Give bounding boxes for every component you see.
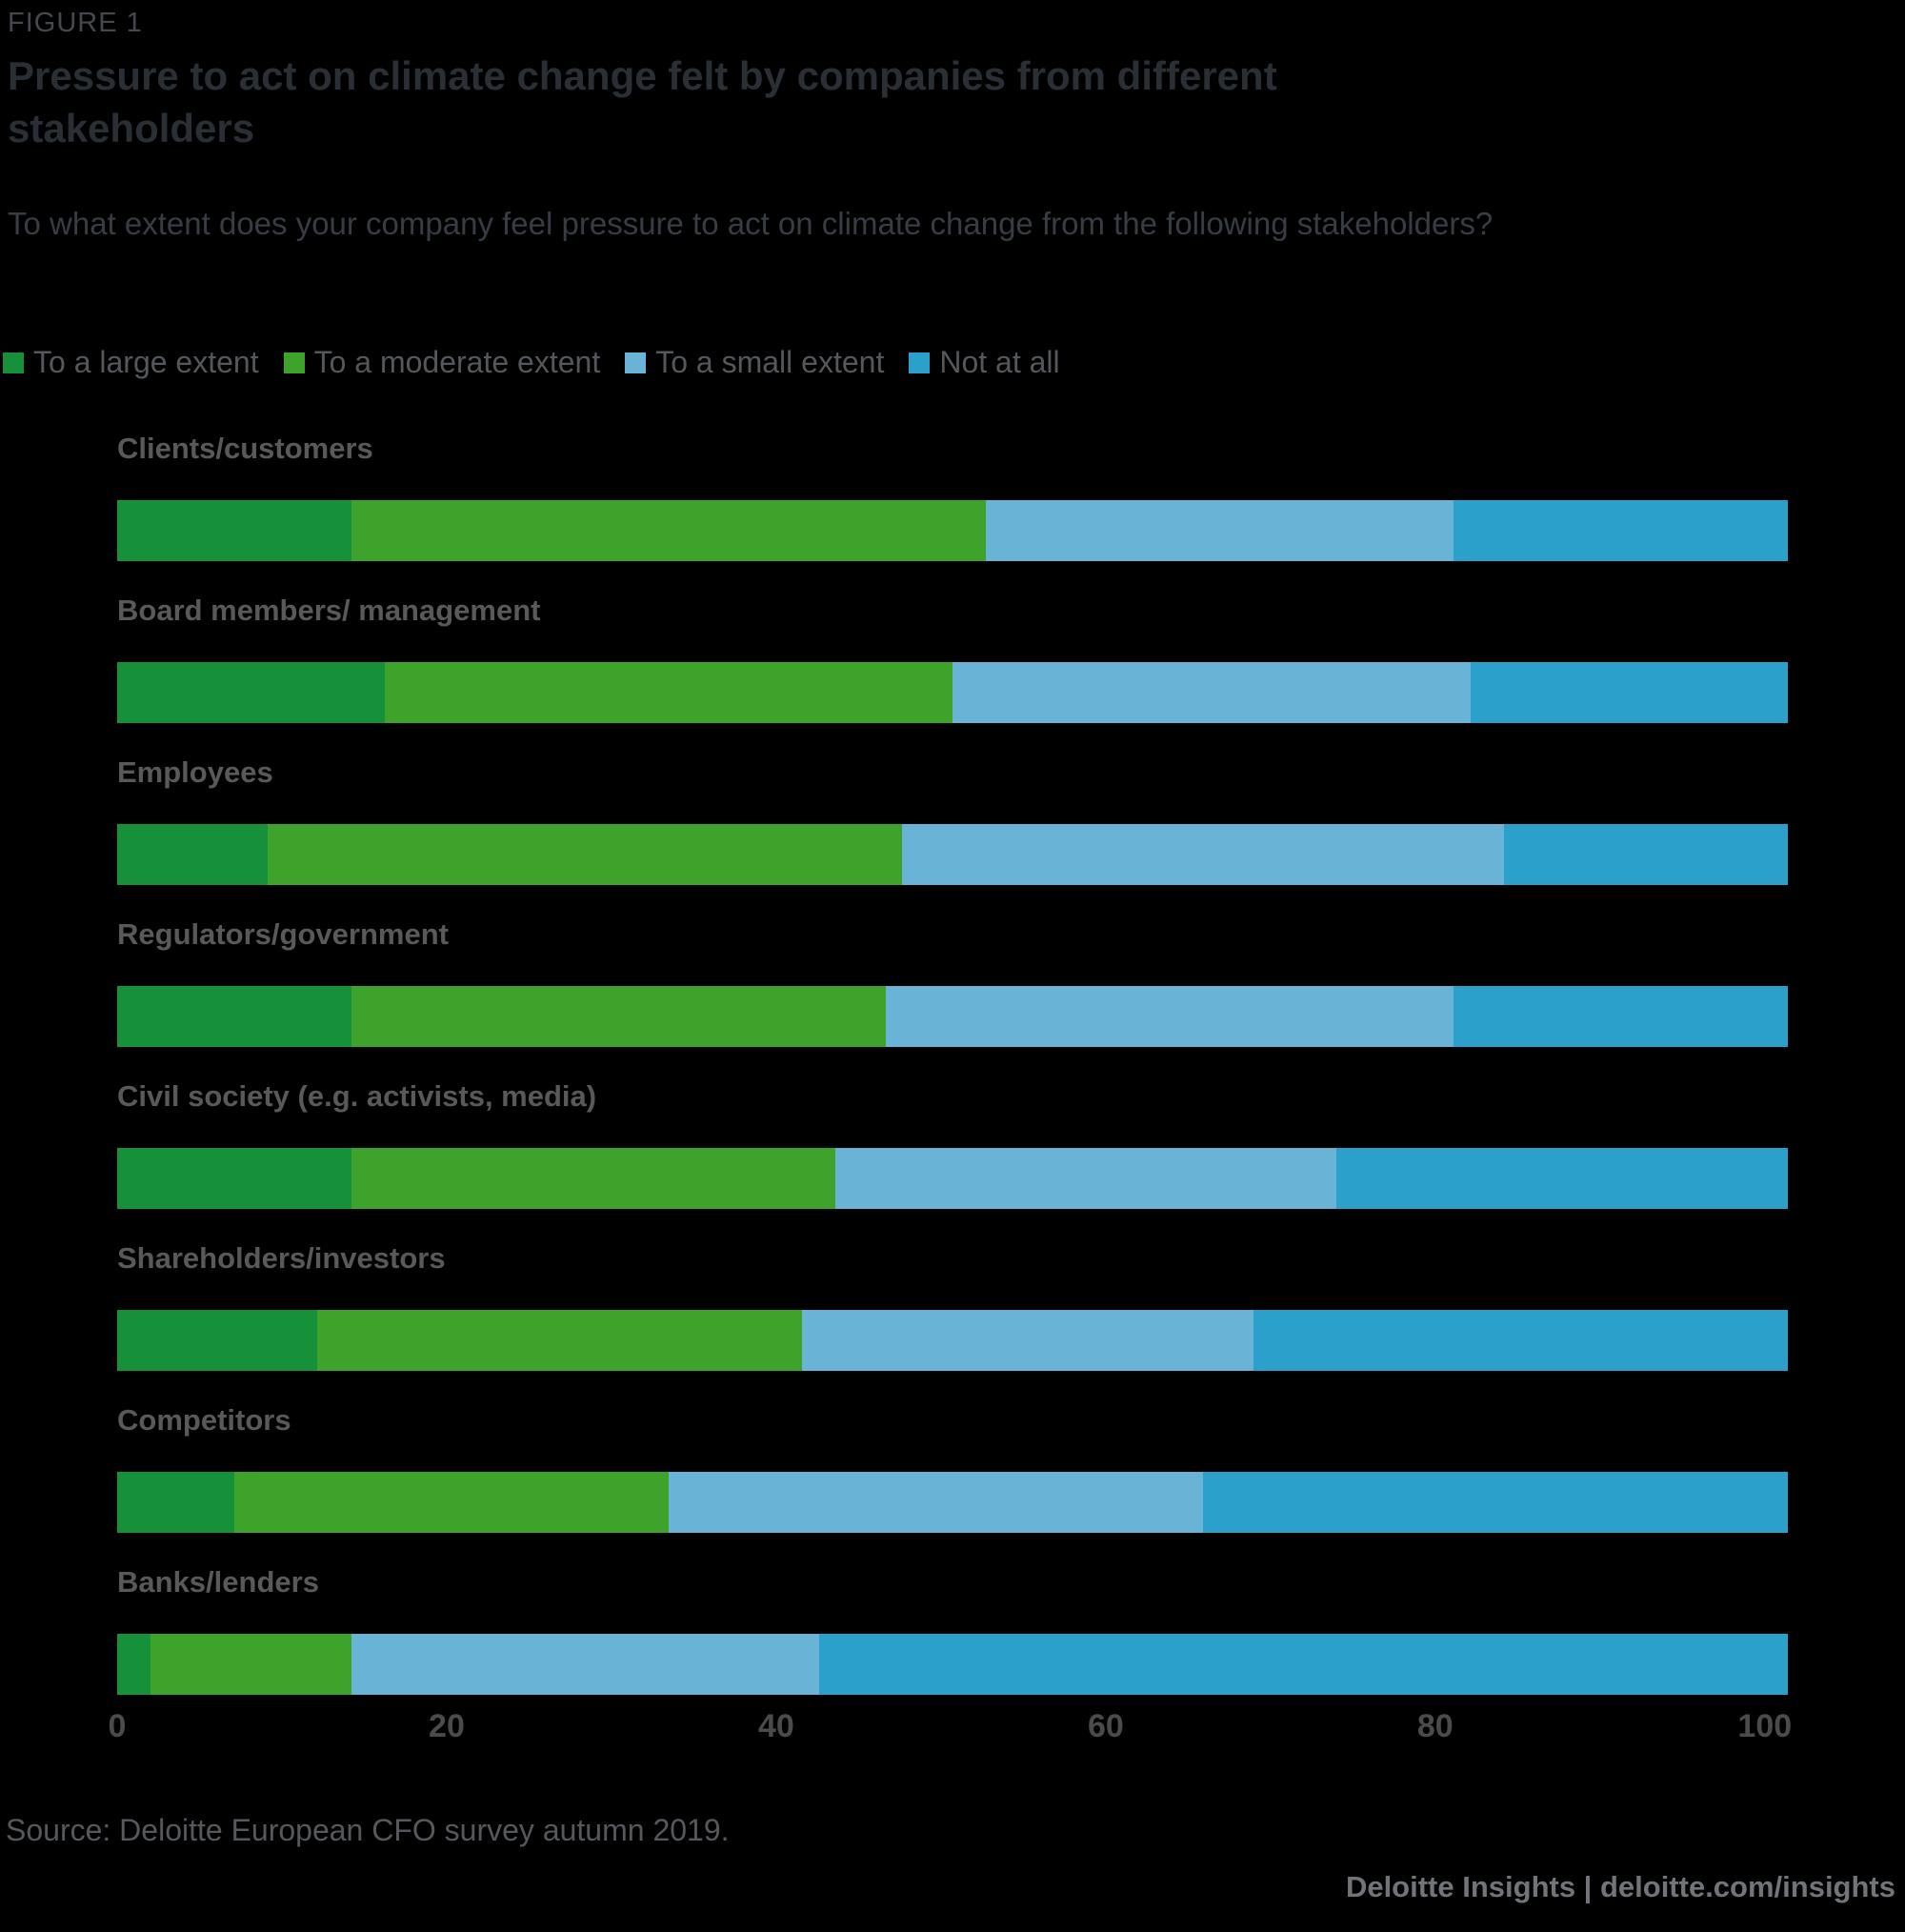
bar-segment [835, 1148, 1337, 1209]
bar-segment [351, 1634, 819, 1695]
row-label: Civil society (e.g. activists, media) [117, 1079, 597, 1113]
axis-tick-label: 80 [1416, 1708, 1454, 1744]
stacked-bar [117, 662, 1788, 723]
legend-item-label: Not at all [939, 345, 1060, 379]
chart-row: Shareholders/investors [117, 1234, 1788, 1396]
bar-segment [1503, 824, 1788, 885]
bar-segment [668, 1472, 1204, 1533]
bar-segment [117, 1472, 234, 1533]
row-label: Clients/customers [117, 432, 373, 465]
bar-segment [1253, 1310, 1788, 1371]
axis-tick-label: 40 [757, 1708, 794, 1744]
chart-row: Civil society (e.g. activists, media) [117, 1072, 1788, 1234]
chart-area: Clients/customers Board members/ manageme… [117, 424, 1788, 1720]
bar-segment [267, 824, 903, 885]
legend-item-1: To a moderate extent [283, 345, 601, 380]
legend-swatch-icon [909, 352, 931, 373]
bar-segment [802, 1310, 1253, 1371]
axis-tick-label: 60 [1087, 1708, 1124, 1744]
chart-title: Pressure to act on climate change felt b… [8, 53, 1277, 151]
x-axis: 0 20 40 60 80 100 [109, 1708, 1793, 1756]
legend-item-2: To a small extent [625, 345, 884, 380]
bar-segment [317, 1310, 803, 1371]
stacked-bar [117, 824, 1788, 885]
figure-number-label: FIGURE 1 [8, 8, 143, 38]
legend-item-3: Not at all [909, 345, 1060, 380]
bar-segment [117, 986, 351, 1047]
row-label: Banks/lenders [117, 1565, 319, 1599]
bar-segment [952, 662, 1471, 723]
chart-row: Employees [117, 748, 1788, 910]
chart-row: Board members/ management [117, 586, 1788, 748]
bar-segment [885, 986, 1454, 1047]
row-label: Board members/ management [117, 594, 541, 627]
bar-segment [384, 662, 952, 723]
source-note: Source: Deloitte European CFO survey aut… [6, 1813, 730, 1847]
bar-segment [233, 1472, 669, 1533]
legend-swatch-icon [283, 352, 305, 373]
bar-segment [1454, 500, 1788, 561]
bar-segment [117, 662, 385, 723]
bar-segment [117, 824, 268, 885]
stacked-bar [117, 986, 1788, 1047]
bar-segment [1470, 662, 1788, 723]
bar-segment [351, 500, 987, 561]
legend-swatch-icon [625, 352, 647, 373]
legend-item-0: To a large extent [3, 345, 259, 380]
bar-segment [117, 1634, 151, 1695]
deloitte-insights-credit: Deloitte Insights | deloitte.com/insight… [1345, 1870, 1895, 1903]
bar-segment [351, 986, 886, 1047]
row-label: Employees [117, 755, 273, 789]
bar-segment [1336, 1148, 1788, 1209]
axis-tick-label: 0 [108, 1708, 127, 1744]
legend: To a large extent To a moderate extent To … [3, 345, 1060, 380]
bar-segment [1454, 986, 1788, 1047]
bar-segment [1203, 1472, 1788, 1533]
bar-segment [902, 824, 1504, 885]
bar-segment [986, 500, 1454, 561]
axis-tick-label: 20 [429, 1708, 465, 1744]
stacked-bar [117, 500, 1788, 561]
bar-segment [117, 1148, 351, 1209]
stacked-bar [117, 1148, 1788, 1209]
stacked-bar [117, 1634, 1788, 1695]
legend-item-label: To a small extent [655, 345, 885, 379]
chart-row: Regulators/government [117, 910, 1788, 1072]
row-label: Competitors [117, 1403, 291, 1437]
legend-item-label: To a large extent [33, 345, 259, 379]
bar-segment [351, 1148, 836, 1209]
chart-subtitle: To what extent does your company feel pr… [8, 206, 1494, 241]
stacked-bar [117, 1310, 1788, 1371]
bar-segment [150, 1634, 351, 1695]
chart-row: Clients/customers [117, 424, 1788, 586]
bar-segment [117, 1310, 318, 1371]
chart-row: Banks/lenders [117, 1558, 1788, 1720]
bar-segment [117, 500, 351, 561]
chart-row: Competitors [117, 1396, 1788, 1558]
legend-swatch-icon [3, 352, 24, 373]
row-label: Shareholders/investors [117, 1241, 446, 1275]
stacked-bar [117, 1472, 1788, 1533]
row-label: Regulators/government [117, 917, 449, 951]
legend-item-label: To a moderate extent [313, 345, 601, 379]
axis-tick-label: 100 [1737, 1708, 1793, 1744]
bar-segment [818, 1634, 1788, 1695]
